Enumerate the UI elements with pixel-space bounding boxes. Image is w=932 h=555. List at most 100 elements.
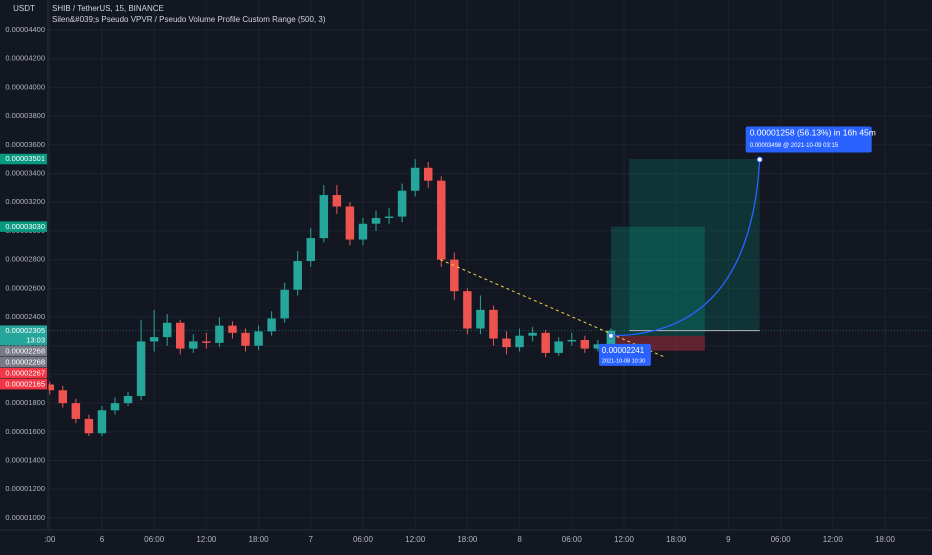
candle-body bbox=[97, 410, 107, 434]
candle-body bbox=[515, 335, 524, 348]
candle-body bbox=[593, 344, 603, 349]
y-tick-label: 0.00001800 bbox=[5, 398, 45, 407]
projection-label: 0.00001258 (56.13%) in 16h 45m bbox=[750, 128, 876, 138]
candle-body bbox=[423, 167, 433, 181]
candle-body bbox=[110, 403, 120, 411]
y-tick-label: 0.00001400 bbox=[5, 456, 45, 465]
y-tick-label: 0.00004200 bbox=[5, 54, 45, 63]
candle-body bbox=[162, 322, 172, 338]
x-tick-label: 12:00 bbox=[823, 535, 844, 544]
candle-body bbox=[397, 190, 407, 217]
candle-body bbox=[241, 332, 250, 346]
price-label-box bbox=[0, 221, 47, 232]
x-tick-label: 12:00 bbox=[405, 535, 426, 544]
candle-body bbox=[71, 403, 81, 419]
x-tick-label: 8 bbox=[517, 535, 522, 544]
projection-curve bbox=[610, 159, 761, 337]
x-tick-label: 18:00 bbox=[249, 535, 270, 544]
candle-body bbox=[332, 195, 342, 207]
price-label: 0.00002268 bbox=[5, 357, 45, 366]
y-tick-label: 0.00001600 bbox=[5, 427, 45, 436]
x-tick-label: 6 bbox=[100, 535, 105, 544]
candle-body bbox=[371, 217, 381, 224]
x-tick-label: 12:00 bbox=[614, 535, 635, 544]
candle-body bbox=[319, 195, 329, 239]
candle-body bbox=[306, 238, 315, 262]
candle-body bbox=[45, 384, 54, 391]
candle-body bbox=[84, 418, 94, 434]
projection-sublabel: 0.00003498 @ 2021-10-09 03:15 bbox=[750, 143, 839, 149]
candle-body bbox=[228, 325, 237, 333]
y-axis-panel bbox=[0, 0, 48, 530]
candle-body bbox=[554, 341, 563, 353]
candle-body bbox=[58, 390, 68, 404]
price-label-box bbox=[0, 367, 47, 379]
price-label: 0.00002267 bbox=[5, 368, 45, 377]
x-tick-label: 18:00 bbox=[457, 535, 478, 544]
candle-body bbox=[489, 309, 498, 339]
x-tick-label: 9 bbox=[726, 535, 731, 544]
candle-body bbox=[254, 331, 263, 346]
price-label-box bbox=[0, 356, 47, 368]
y-tick-label: 0.00003200 bbox=[5, 197, 45, 206]
candle-body bbox=[567, 339, 577, 342]
axes: 0.00001000 0.00001200 0.00001400 0.00001600… bbox=[0, 25, 896, 544]
candle-body bbox=[437, 180, 446, 260]
chart-title: SHIB / TetherUS, 15, BINANCE bbox=[52, 4, 164, 13]
y-tick-label: 0.00001000 bbox=[5, 513, 45, 522]
candle-body bbox=[280, 289, 289, 319]
currency: USDT bbox=[13, 4, 35, 13]
x-tick-label: 06:00 bbox=[144, 535, 165, 544]
y-tick-label: 0.00004400 bbox=[5, 25, 45, 34]
price-label-box bbox=[0, 378, 47, 390]
x-tick-label: 7 bbox=[309, 535, 314, 544]
marker-sublabel: 2021-10-08 10:30 bbox=[602, 358, 645, 364]
projection-end bbox=[756, 156, 763, 163]
projection-label-box bbox=[745, 126, 872, 153]
candle-body bbox=[528, 332, 537, 336]
candle-body bbox=[202, 341, 211, 343]
y-tick-label: 0.00003800 bbox=[5, 111, 45, 120]
profit-zone bbox=[610, 226, 705, 336]
x-tick-label: 18:00 bbox=[666, 535, 687, 544]
y-tick-label: 0.00002800 bbox=[5, 255, 45, 264]
x-tick-label: 06:00 bbox=[353, 535, 374, 544]
x-tick-label: 06:00 bbox=[562, 535, 583, 544]
candle-body bbox=[176, 322, 185, 349]
candle-body bbox=[358, 223, 368, 240]
price-countdown: 13:03 bbox=[26, 335, 45, 344]
price-label: 0.00002268 bbox=[5, 346, 45, 355]
price-label: 0.00003030 bbox=[5, 222, 45, 231]
price-label: 0.00002165 bbox=[5, 379, 45, 388]
candle-body bbox=[149, 337, 159, 342]
price-label-box bbox=[0, 345, 47, 357]
trendline bbox=[440, 259, 666, 358]
candle-body bbox=[541, 332, 550, 353]
candle-body bbox=[580, 339, 590, 349]
candle-body bbox=[450, 259, 459, 292]
candle-body bbox=[189, 341, 198, 349]
overlays bbox=[48, 159, 932, 351]
candle-body bbox=[123, 395, 133, 404]
price-label-box bbox=[0, 325, 47, 346]
x-tick-label: :00 bbox=[44, 535, 56, 544]
y-tick-label: 0.00002600 bbox=[5, 283, 45, 292]
candle-body bbox=[476, 309, 485, 329]
x-tick-label: 18:00 bbox=[875, 535, 896, 544]
y-tick-label: 0.00003400 bbox=[5, 168, 45, 177]
target-zone bbox=[629, 159, 760, 331]
candle-body bbox=[384, 216, 394, 218]
price-label: 0.00003501 bbox=[5, 154, 45, 163]
candle-body bbox=[136, 341, 146, 396]
marker-label-box bbox=[598, 343, 651, 366]
x-tick-label: 06:00 bbox=[771, 535, 792, 544]
candle-body bbox=[463, 291, 472, 329]
price-label-box bbox=[0, 153, 47, 165]
candle-body bbox=[293, 261, 302, 290]
marker-point bbox=[607, 332, 614, 339]
candle-body bbox=[345, 206, 355, 240]
marker-label: 0.00002241 bbox=[602, 346, 645, 355]
